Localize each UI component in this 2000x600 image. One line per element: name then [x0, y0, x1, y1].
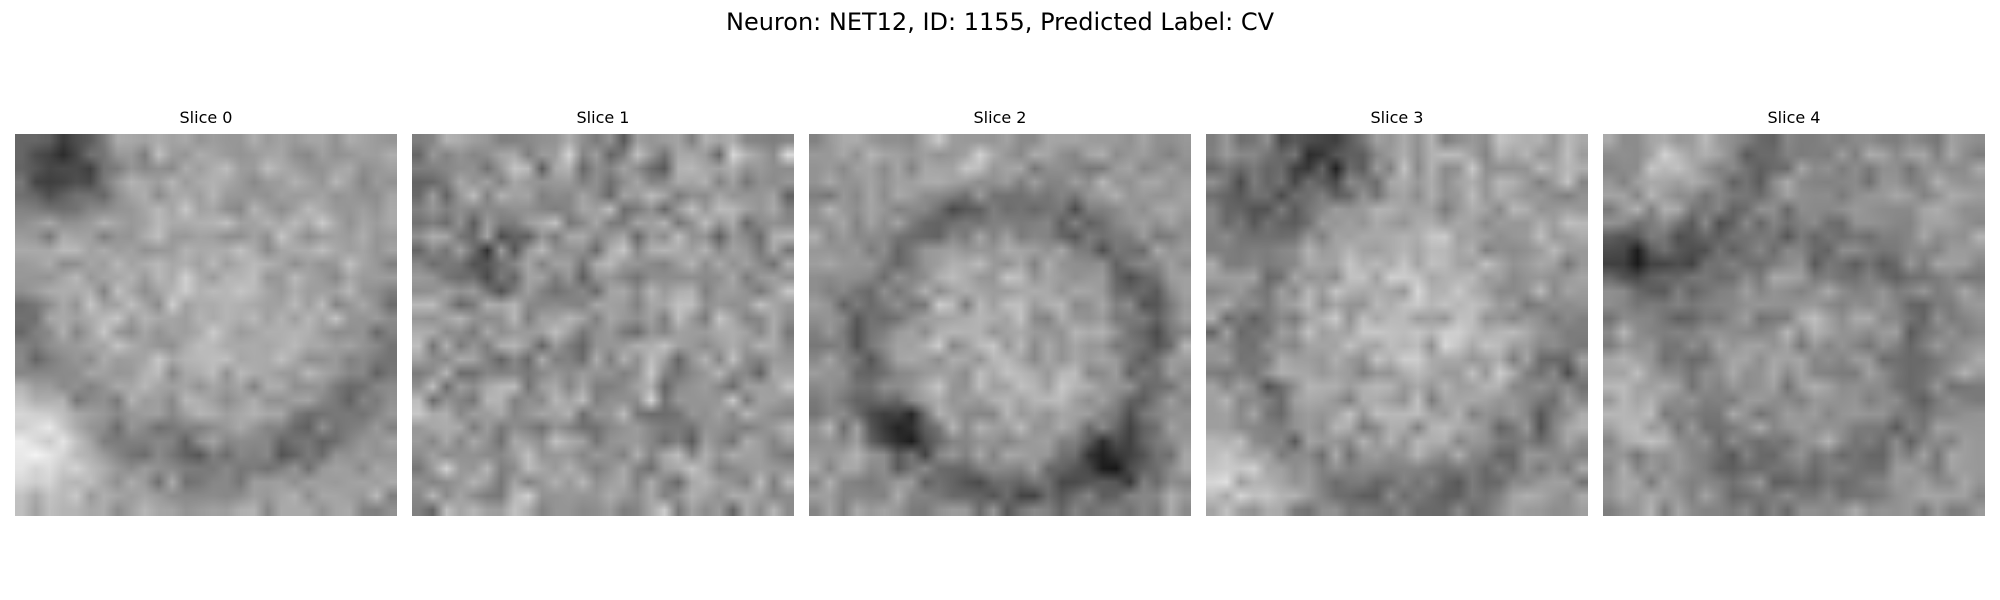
- slice-image-0: [15, 134, 397, 516]
- slice-image-1: [412, 134, 794, 516]
- slice-title-2: Slice 2: [973, 108, 1027, 127]
- slice-title-3: Slice 3: [1370, 108, 1424, 127]
- slice-panel-3: Slice 3: [1206, 106, 1588, 516]
- slice-title-4: Slice 4: [1767, 108, 1821, 127]
- slice-panel-4: Slice 4: [1603, 106, 1985, 516]
- slice-image-4: [1603, 134, 1985, 516]
- slice-panel-1: Slice 1: [412, 106, 794, 516]
- slice-title-1: Slice 1: [576, 108, 630, 127]
- slice-panel-0: Slice 0: [15, 106, 397, 516]
- slice-image-2: [809, 134, 1191, 516]
- figure-title: Neuron: NET12, ID: 1155, Predicted Label…: [726, 8, 1274, 36]
- slice-title-0: Slice 0: [179, 108, 233, 127]
- slice-panel-2: Slice 2: [809, 106, 1191, 516]
- slice-image-3: [1206, 134, 1588, 516]
